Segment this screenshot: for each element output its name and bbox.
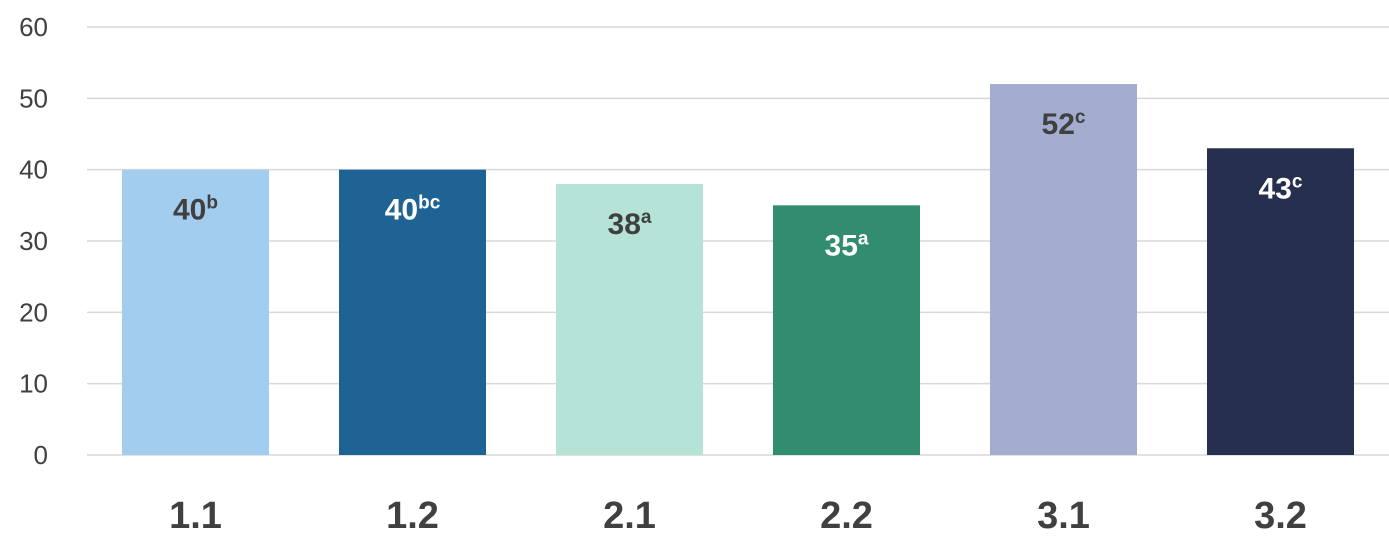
bar — [990, 84, 1137, 456]
bar — [122, 169, 269, 455]
y-tick-label: 40 — [19, 155, 48, 185]
data-label: 40b — [173, 193, 218, 227]
data-label: 40bc — [385, 193, 441, 227]
data-label: 52c — [1042, 107, 1086, 141]
x-tick-label: 3.2 — [1254, 495, 1307, 536]
y-tick-label: 10 — [19, 369, 48, 399]
y-tick-label: 20 — [19, 297, 48, 327]
y-tick-label: 0 — [34, 440, 48, 470]
y-axis-ticks: 0 10 20 30 40 50 60 — [19, 12, 48, 470]
bars — [122, 84, 1354, 456]
x-tick-label: 2.1 — [603, 495, 656, 536]
x-tick-label: 1.1 — [169, 495, 222, 536]
bar — [1207, 148, 1354, 455]
data-label: 35a — [825, 228, 869, 262]
x-axis-ticks: 1.1 1.2 2.1 2.2 3.1 3.2 — [169, 495, 1307, 536]
bar — [556, 183, 703, 455]
y-tick-label: 30 — [19, 226, 48, 256]
y-tick-label: 50 — [19, 83, 48, 113]
bar — [773, 205, 920, 455]
x-tick-label: 2.2 — [820, 495, 873, 536]
bar — [339, 169, 486, 455]
data-label: 38a — [608, 207, 652, 241]
data-labels: 40b 40bc 38a 35a 52c 43c — [173, 107, 1303, 262]
gridlines — [87, 26, 1389, 456]
data-label: 43c — [1259, 171, 1303, 205]
x-tick-label: 3.1 — [1037, 495, 1090, 536]
y-tick-label: 60 — [19, 12, 48, 42]
x-tick-label: 1.2 — [386, 495, 439, 536]
